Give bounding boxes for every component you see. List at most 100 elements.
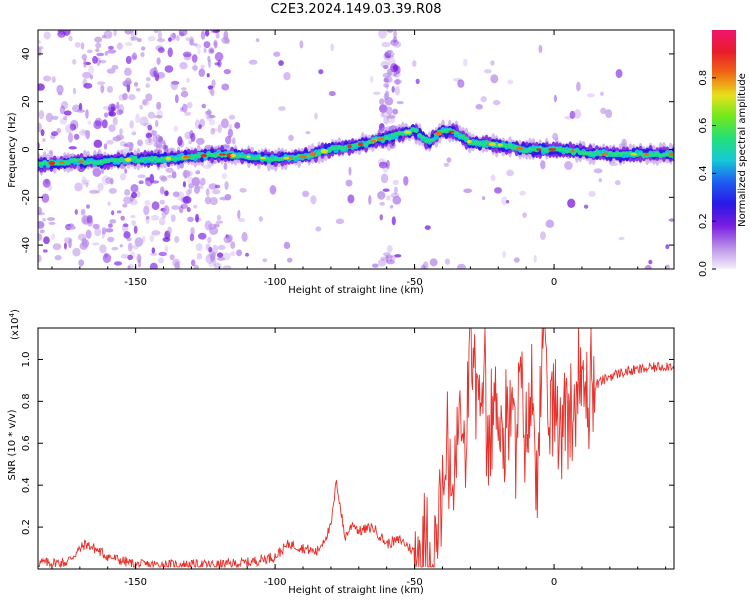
heatmap-noise-blob — [255, 38, 260, 43]
heatmap-noise-blob — [220, 118, 229, 129]
heatmap-noise-blob — [229, 251, 236, 257]
heatmap-noise-blob — [135, 88, 141, 92]
heatmap-noise-blob — [107, 223, 113, 228]
heatmap-noise-blob — [151, 247, 156, 254]
heatmap-noise-blob — [86, 204, 91, 209]
heatmap-noise-blob — [47, 184, 53, 191]
heatmap-noise-blob — [380, 112, 385, 118]
heatmap-noise-blob — [102, 253, 112, 264]
heatmap-noise-blob — [41, 193, 50, 203]
heatmap-noise-blob — [68, 146, 77, 150]
heatmap-noise-blob — [665, 244, 670, 250]
heatmap-noise-blob — [167, 47, 173, 58]
heatmap-noise-blob — [39, 229, 45, 234]
heatmap-noise-blob — [384, 90, 390, 99]
x-tick-label: -150 — [124, 577, 147, 588]
y-tick-label: 40 — [21, 48, 32, 61]
heatmap-noise-blob — [198, 124, 202, 130]
heatmap-noise-blob — [385, 254, 389, 262]
heatmap-noise-blob — [457, 263, 467, 269]
heatmap-noise-blob — [386, 259, 395, 265]
heatmap-noise-blob — [483, 69, 492, 74]
heatmap-ridge-blob — [152, 155, 158, 160]
heatmap-noise-blob — [63, 116, 68, 121]
heatmap-noise-blob — [114, 261, 122, 266]
heatmap-noise-blob — [179, 61, 188, 70]
heatmap-noise-blob — [394, 70, 398, 77]
heatmap-noise-blob — [145, 76, 151, 82]
heatmap-noise-blob — [238, 217, 246, 223]
heatmap-noise-blob — [195, 43, 202, 49]
heatmap-noise-blob — [395, 78, 400, 86]
heatmap-noise-blob — [201, 103, 206, 109]
heatmap-noise-blob — [111, 64, 119, 70]
heatmap-noise-blob — [185, 37, 190, 41]
heatmap-noise-blob — [38, 83, 45, 91]
heatmap-noise-blob — [109, 178, 114, 185]
heatmap-noise-blob — [145, 83, 151, 88]
heatmap-noise-blob — [216, 256, 226, 261]
heatmap-noise-blob — [92, 55, 98, 64]
y-tick-label: -40 — [21, 237, 32, 253]
heatmap-noise-blob — [170, 214, 176, 222]
heatmap-hot-spot — [548, 148, 557, 151]
heatmap-noise-blob — [159, 186, 165, 195]
heatmap-noise-blob — [502, 250, 506, 259]
heatmap-noise-blob — [203, 41, 211, 49]
heatmap-noise-blob — [131, 220, 136, 226]
heatmap-noise-blob — [87, 120, 92, 125]
heatmap-noise-blob — [38, 212, 45, 216]
y-tick-label: -20 — [21, 189, 32, 205]
heatmap-noise-blob — [191, 54, 198, 63]
heatmap-hot-spot — [448, 130, 455, 134]
heatmap-noise-blob — [79, 242, 88, 250]
heatmap-noise-blob — [92, 223, 100, 230]
heatmap-noise-blob — [227, 128, 233, 138]
heatmap-noise-blob — [122, 223, 129, 228]
heatmap-noise-blob — [152, 134, 158, 143]
heatmap-noise-blob — [108, 187, 117, 194]
heatmap-noise-blob — [131, 131, 137, 136]
heatmap-hot-spot — [630, 153, 637, 156]
heatmap-noise-blob — [379, 202, 385, 206]
heatmap-noise-blob — [382, 252, 391, 257]
heatmap-noise-blob — [111, 210, 115, 216]
heatmap-noise-blob — [109, 219, 117, 224]
heatmap-ridge-blob — [574, 148, 580, 152]
heatmap-noise-blob — [315, 226, 322, 232]
heatmap-noise-blob — [378, 104, 388, 113]
heatmap-noise-blob — [198, 68, 206, 77]
heatmap-noise-blob — [140, 52, 145, 58]
colorbar-gradient — [712, 30, 736, 269]
heatmap-noise-blob — [107, 201, 111, 206]
heatmap-ridge-blob — [540, 147, 547, 151]
heatmap-noise-blob — [167, 226, 172, 235]
heatmap-noise-blob — [217, 124, 222, 134]
heatmap-noise-blob — [310, 195, 317, 205]
heatmap-noise-blob — [95, 42, 102, 49]
heatmap-noise-blob — [576, 81, 581, 92]
heatmap-y-ticks: -40 -20 0 20 40 — [21, 48, 674, 253]
heatmap-hot-spot — [165, 156, 172, 161]
heatmap-noise-blob — [127, 254, 134, 260]
heatmap-noise-blob — [81, 175, 87, 186]
heatmap-noise-blob — [134, 237, 144, 247]
heatmap-noise-blob — [76, 109, 86, 113]
snr-multiplier-base: (x10 — [10, 317, 21, 340]
heatmap-noise-blob — [429, 258, 438, 267]
heatmap-noise-blob — [193, 264, 199, 269]
heatmap-noise-blob — [172, 191, 180, 198]
heatmap-noise-blob — [262, 258, 268, 263]
heatmap-noise-blob — [139, 104, 143, 110]
heatmap-noise-blob — [219, 196, 229, 201]
heatmap-noise-blob — [444, 258, 451, 265]
heatmap-x-axis-label: Height of straight line (km) — [288, 285, 424, 296]
heatmap-noise-blob — [212, 189, 221, 195]
heatmap-noise-blob — [95, 48, 100, 53]
heatmap-noise-blob — [116, 109, 124, 116]
heatmap-noise-blob — [167, 174, 174, 178]
heatmap-noise-blob — [217, 59, 222, 68]
heatmap-noise-blob — [214, 184, 221, 189]
heatmap-noise-blob — [215, 220, 224, 224]
heatmap-noise-blob — [283, 71, 291, 81]
